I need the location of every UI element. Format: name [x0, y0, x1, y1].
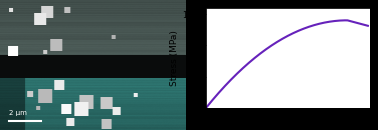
- Y-axis label: Stress (MPa): Stress (MPa): [170, 30, 179, 86]
- Text: 2 μm: 2 μm: [9, 109, 26, 115]
- X-axis label: Strain: Strain: [275, 123, 302, 130]
